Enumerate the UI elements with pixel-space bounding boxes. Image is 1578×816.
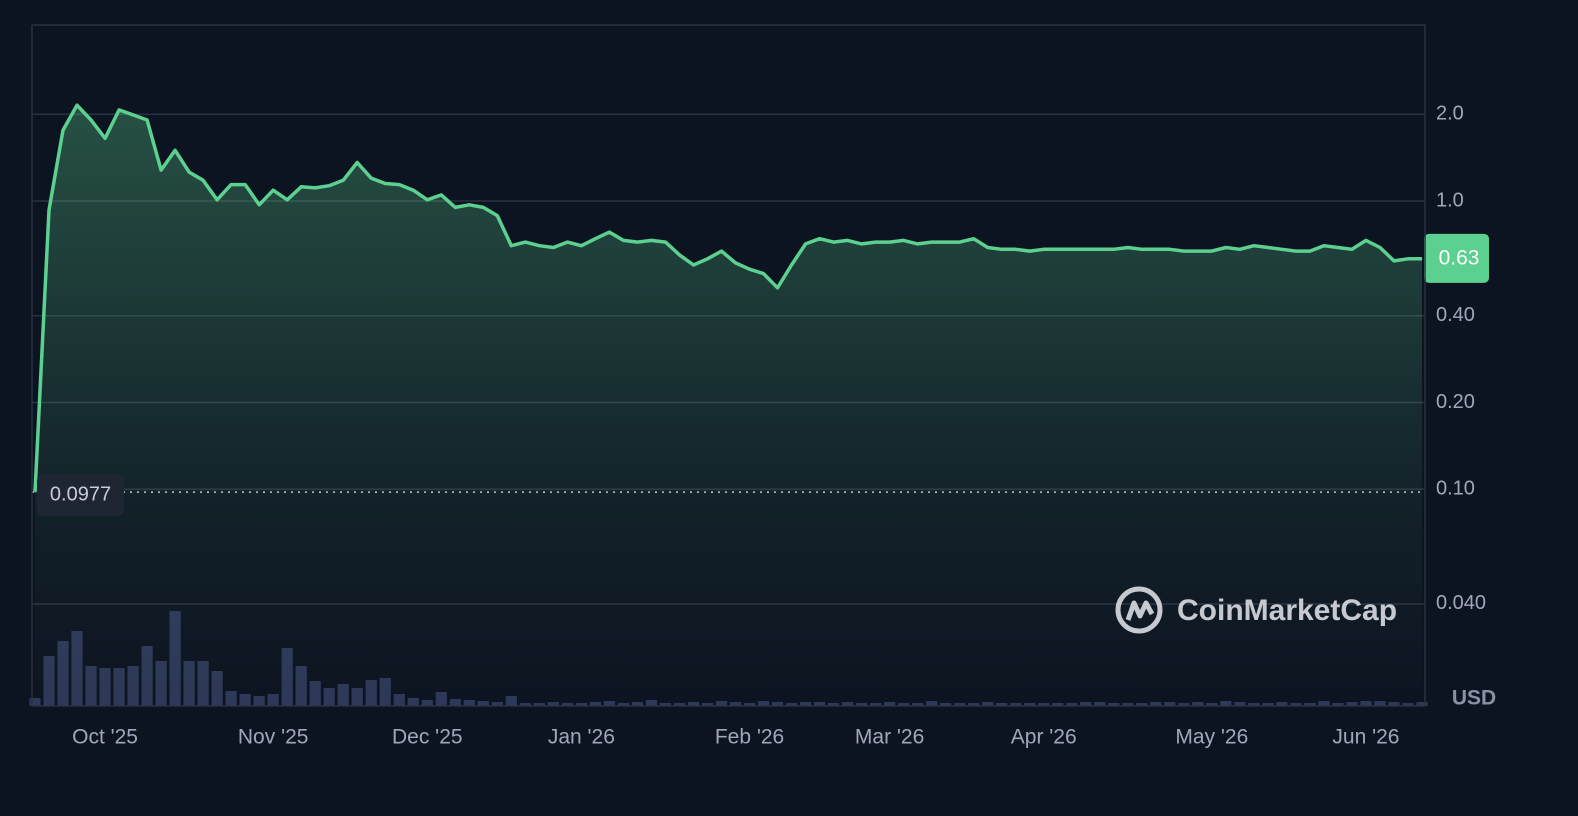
y-tick-label: 0.10	[1436, 478, 1475, 500]
x-tick-label: Jan '26	[548, 726, 615, 749]
plot: 0.0977 0.63	[32, 103, 1489, 706]
currency-label: USD	[1452, 687, 1496, 710]
watermark-logo	[1115, 586, 1163, 634]
price-line	[33, 103, 1422, 493]
y-tick-label: 0.40	[1436, 304, 1475, 326]
watermark: CoinMarketCap	[1115, 586, 1397, 634]
y-tick-label: 0.20	[1436, 391, 1475, 413]
watermark-logo-mark	[1125, 600, 1155, 621]
y-tick-label: 2.0	[1436, 103, 1464, 125]
last-value-label: 0.63	[1439, 246, 1480, 269]
area	[35, 105, 1422, 706]
frame	[31, 24, 1426, 707]
x-tick-label: Jun '26	[1332, 726, 1399, 749]
y-tick-label: 0.040	[1436, 592, 1486, 614]
x-tick-label: May '26	[1175, 726, 1248, 749]
x-tick-label: Mar '26	[855, 726, 924, 749]
x-tick-label: Oct '25	[72, 726, 138, 749]
x-tick-label: Apr '26	[1011, 726, 1077, 749]
x-tick-label: Dec '25	[392, 726, 463, 749]
last-value-badge	[1424, 233, 1489, 283]
y-tick-label: 1.0	[1436, 189, 1464, 211]
x-tick-label: Feb '26	[715, 726, 784, 749]
start-value-badge	[37, 474, 124, 517]
watermark-text: CoinMarketCap	[1177, 594, 1397, 627]
x-tick-label: Nov '25	[238, 726, 309, 749]
start-value-label: 0.0977	[50, 483, 111, 505]
